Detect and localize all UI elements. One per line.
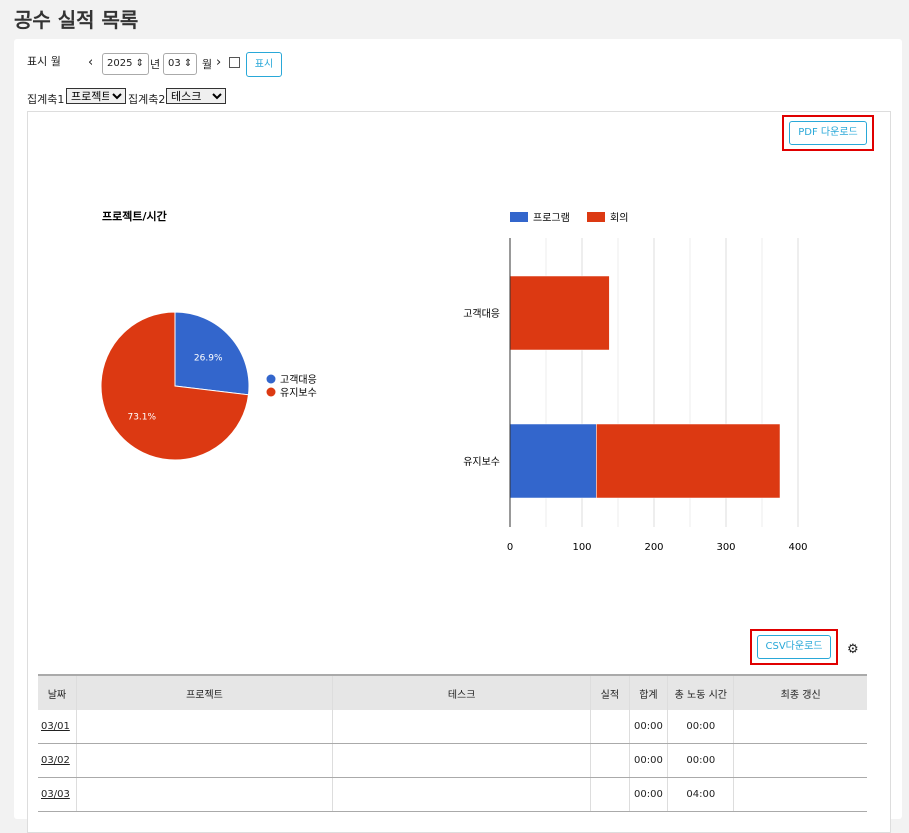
csv-download-button[interactable]: CSV다운로드 [757,635,831,659]
table-cell [332,710,591,744]
table-row: 03/02 00:00 00:00 [38,743,867,778]
table-cell [75,710,333,744]
column-header: 실적 [590,674,629,710]
column-header: 총 노동 시간 [667,674,734,710]
month-suffix: 월 [202,58,213,71]
table-cell [590,777,629,812]
axis2-label: 집계축2 [128,93,166,106]
legend-marker [266,374,276,384]
month-spinner[interactable]: 03 ⇕ [163,53,198,75]
charts: 프로젝트/시간 26.9% 고객대응 73.1% 유지보수 프로그램 회의 0 100 200 30… [100,209,808,553]
table-cell [733,777,867,812]
legend-label: 고객대응 [280,374,317,386]
worklog-table: 날짜 프로젝트 테스크 실적 합계 총 노동 시간 최종 갱신 03/01 00:00 00:0… [38,674,867,812]
pdf-download-highlight: PDF 다운로드 [782,115,874,151]
column-header: 날짜 [38,674,77,710]
legend-marker [510,212,528,222]
column-header: 프로젝트 [75,674,333,710]
axis2-select[interactable]: 테스크 [166,88,226,104]
pie-slice-label: 73.1% [127,412,156,422]
date-link[interactable]: 03/01 [41,721,70,732]
table-cell: 04:00 [667,777,734,812]
x-tick-label: 100 [572,542,591,553]
legend-marker [587,212,605,222]
column-header: 합계 [628,674,668,710]
bar [596,423,781,499]
legend-marker [266,387,276,397]
table-cell: 00:00 [667,743,734,778]
report-panel: PDF 다운로드 프로젝트/시간 26.9% 고객대응 73.1% 유지보수 프로그램 회의… [27,111,891,833]
display-month-label: 표시 월 [27,55,61,68]
legend-label: 유지보수 [280,387,317,399]
table-cell [733,710,867,744]
next-month-button[interactable]: › [216,55,222,70]
y-category-label: 고객대응 [463,308,500,320]
prev-month-button[interactable]: ‹ [88,55,94,70]
table-cell [590,710,629,744]
axis1-select[interactable]: 프로젝트 [66,88,126,104]
content-card: 표시 월 ‹ 2025 ⇕ 년 03 ⇕ 월 › 표시 집계축1 프로젝트 집계… [14,39,902,833]
show-button[interactable]: 표시 [246,52,282,77]
csv-download-highlight: CSV다운로드 [750,629,838,665]
bar [509,275,610,351]
calendar-icon[interactable] [229,57,240,68]
year-value: 2025 [107,58,133,69]
bar [509,423,597,499]
table-row: 03/01 00:00 00:00 [38,710,867,744]
pdf-download-button[interactable]: PDF 다운로드 [789,121,867,145]
table-cell [332,743,591,778]
year-suffix: 년 [150,58,161,71]
table-cell [332,777,591,812]
legend-label: 프로그램 [533,212,570,224]
page-title: 공수 실적 목록 [14,8,139,32]
table-row: 03/03 00:00 04:00 [38,777,867,812]
table-cell [590,743,629,778]
table-cell: 03/01 [38,710,77,744]
y-category-label: 유지보수 [463,456,500,468]
table-cell: 00:00 [628,777,668,812]
pie-slice [174,311,250,396]
table-cell [75,777,333,812]
column-header: 테스크 [332,674,591,710]
date-link[interactable]: 03/03 [41,789,70,800]
x-tick-label: 0 [507,542,513,553]
pie-title: 프로젝트/시간 [102,209,167,223]
month-value: 03 [168,58,181,69]
gear-icon[interactable]: ⚙ [847,642,859,657]
x-tick-label: 400 [788,542,807,553]
table-cell: 00:00 [628,710,668,744]
table-cell: 03/02 [38,743,77,778]
table-cell [75,743,333,778]
pie-slice [100,311,250,461]
x-tick-label: 300 [716,542,735,553]
table-cell [733,743,867,778]
pie-slice-label: 26.9% [194,354,223,364]
date-link[interactable]: 03/02 [41,755,70,766]
table-cell: 00:00 [667,710,734,744]
x-tick-label: 200 [644,542,663,553]
table-cell: 03/03 [38,777,77,812]
year-spinner[interactable]: 2025 ⇕ [102,53,150,75]
axis1-label: 집계축1 [27,93,65,106]
table-cell: 00:00 [628,743,668,778]
legend-label: 회의 [610,212,628,224]
column-header: 최종 갱신 [733,674,867,710]
